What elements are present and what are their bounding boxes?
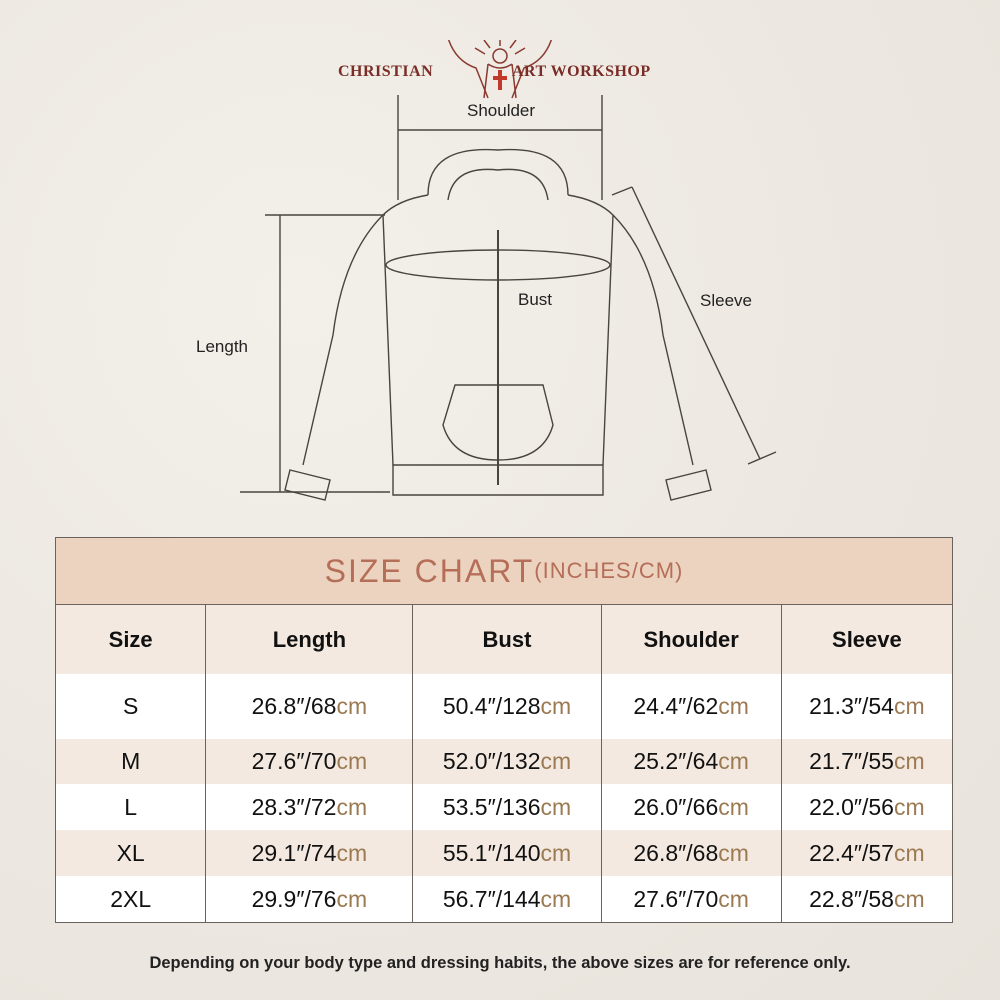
brand-left-text: CHRISTIAN (338, 63, 434, 80)
cm-unit: cm (336, 839, 368, 866)
header-shoulder: Shoulder (600, 605, 781, 674)
cm-unit: cm (540, 839, 572, 866)
measure-cell: 26.8″/68 cm (205, 674, 412, 739)
cm-unit: cm (893, 748, 925, 774)
cm-unit: cm (336, 793, 368, 820)
measure-cell: 55.1″/140 cm (412, 830, 600, 876)
brand-right-text: ART WORKSHOP (512, 63, 651, 80)
title-units: (INCHES/CM) (534, 558, 684, 583)
inch-value: 22.4″/57 (809, 839, 894, 866)
cm-unit: cm (718, 793, 749, 820)
measure-cell: 21.3″/54 cm (780, 674, 952, 739)
cm-unit: cm (336, 885, 368, 912)
table-row: 2XL 29.9″/76 cm 56.7″/144 cm 27.6″/70 cm 22.8″/… (56, 876, 952, 922)
cm-unit: cm (718, 693, 749, 719)
size-cell: S (122, 693, 139, 719)
inch-value: 26.8″/68 (633, 839, 719, 866)
measure-cell: 29.9″/76 cm (205, 876, 412, 922)
measure-cell: 21.7″/55 cm (780, 739, 952, 784)
size-chart-title: SIZE CHART (INCHES/CM) (56, 538, 952, 605)
measure-cell: 22.4″/57 cm (780, 830, 952, 876)
inch-value: 22.8″/58 (809, 885, 894, 912)
inch-value: 50.4″/128 (442, 693, 541, 719)
table-row: L 28.3″/72 cm 53.5″/136 cm 26.0″/66 cm 22.0″/56… (56, 784, 952, 830)
christ-with-cross-icon (448, 40, 552, 99)
measure-cell: 27.6″/70 cm (205, 739, 412, 784)
size-chart-table: SIZE CHART (INCHES/CM) Size Length Bust S… (55, 537, 953, 923)
measure-cell: 22.0″/56 cm (780, 784, 952, 830)
size-cell: XL (116, 839, 145, 866)
cm-unit: cm (718, 885, 749, 912)
sleeve-label: Sleeve (700, 291, 752, 310)
inch-value: 21.3″/54 (809, 693, 894, 719)
inch-value: 53.5″/136 (442, 793, 541, 820)
inch-value: 25.2″/64 (633, 748, 719, 774)
header-sleeve: Sleeve (780, 605, 952, 674)
cm-unit: cm (893, 793, 925, 820)
reference-note: Depending on your body type and dressing… (149, 954, 851, 972)
cm-unit: cm (540, 885, 572, 912)
table-row: XL 29.1″/74 cm 55.1″/140 cm 26.8″/68 cm 22.4″/5… (56, 830, 952, 876)
inch-value: 27.6″/70 (251, 748, 337, 774)
header-length: Length (205, 605, 412, 674)
size-cell: 2XL (110, 885, 152, 912)
measure-cell: 56.7″/144 cm (412, 876, 600, 922)
measure-cell: 26.0″/66 cm (600, 784, 781, 830)
header-size: Size (108, 626, 153, 652)
inch-value: 52.0″/132 (442, 748, 541, 774)
hoodie-diagram (240, 95, 777, 501)
cm-unit: cm (893, 885, 925, 912)
inch-value: 27.6″/70 (633, 885, 719, 912)
measure-cell: 29.1″/74 cm (205, 830, 412, 876)
measure-cell: 50.4″/128 cm (412, 674, 600, 739)
cm-unit: cm (718, 839, 749, 866)
shoulder-label: Shoulder (467, 101, 536, 120)
size-cell: L (124, 793, 138, 820)
inch-value: 22.0″/56 (809, 793, 894, 820)
inch-value: 29.1″/74 (251, 839, 337, 866)
bust-label: Bust (518, 290, 553, 309)
cm-unit: cm (893, 839, 925, 866)
measure-cell: 52.0″/132 cm (412, 739, 600, 784)
header-row: Size Length Bust Shoulder Sleeve (56, 605, 952, 674)
measure-cell: 28.3″/72 cm (205, 784, 412, 830)
measure-cell: 53.5″/136 cm (412, 784, 600, 830)
table-row: S 26.8″/68 cm 50.4″/128 cm 24.4″/62 cm 21.3″/54… (56, 674, 952, 739)
measure-cell: 25.2″/64 cm (600, 739, 781, 784)
cm-unit: cm (718, 748, 749, 774)
inch-value: 26.0″/66 (633, 793, 719, 820)
inch-value: 21.7″/55 (809, 748, 894, 774)
inch-value: 56.7″/144 (442, 885, 541, 912)
size-cell: M (121, 748, 141, 774)
cm-unit: cm (540, 793, 572, 820)
length-label: Length (196, 337, 248, 356)
inch-value: 29.9″/76 (251, 885, 337, 912)
inch-value: 24.4″/62 (633, 693, 719, 719)
title-text: SIZE CHART (324, 552, 535, 589)
measure-cell: 24.4″/62 cm (600, 674, 781, 739)
cm-unit: cm (540, 693, 572, 719)
cm-unit: cm (336, 693, 368, 719)
cm-unit: cm (336, 748, 368, 774)
header-bust: Bust (412, 605, 600, 674)
cm-unit: cm (893, 693, 925, 719)
measure-cell: 26.8″/68 cm (600, 830, 781, 876)
measure-cell: 27.6″/70 cm (600, 876, 781, 922)
inch-value: 55.1″/140 (442, 839, 541, 866)
inch-value: 28.3″/72 (251, 793, 337, 820)
measure-cell: 22.8″/58 cm (780, 876, 952, 922)
cm-unit: cm (540, 748, 572, 774)
table-row: M 27.6″/70 cm 52.0″/132 cm 25.2″/64 cm 21.7″/55… (56, 739, 952, 784)
inch-value: 26.8″/68 (251, 693, 337, 719)
